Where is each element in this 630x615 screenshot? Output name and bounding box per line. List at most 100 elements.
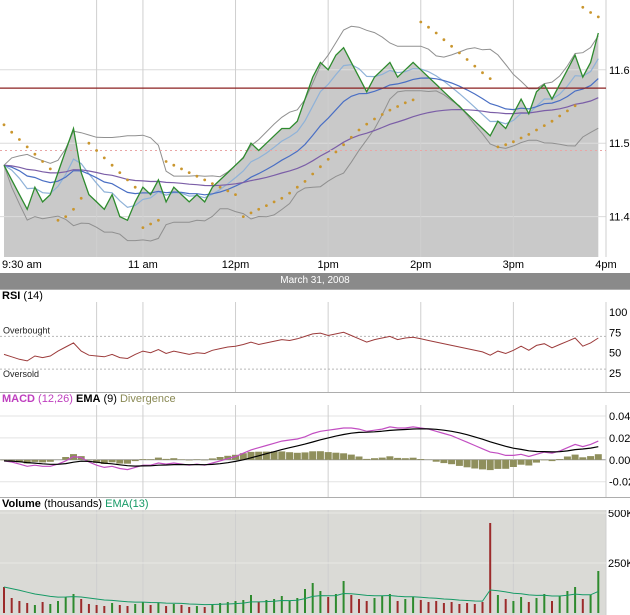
macd-y-tick-label: -0.02 — [609, 477, 630, 489]
macd-divergence-bar — [170, 458, 178, 460]
macd-divergence-bar — [247, 451, 255, 460]
macd-divergence-bar — [448, 459, 456, 465]
macd-divergence-bar — [525, 459, 533, 466]
volume-bar — [126, 606, 129, 613]
parabolic-sar-dot — [512, 140, 515, 144]
parabolic-sar-dot — [157, 218, 160, 222]
volume-bar — [234, 601, 237, 613]
macd-divergence-bar — [594, 454, 602, 460]
macd-divergence-bar — [116, 459, 124, 464]
volume-bar — [273, 599, 276, 613]
parabolic-sar-dot — [187, 171, 191, 175]
macd-divergence-bar — [347, 454, 355, 460]
parabolic-sar-dot — [87, 141, 91, 145]
volume-bar — [489, 523, 492, 613]
volume-bar — [64, 597, 67, 613]
price-y-tick-label: 11.60 — [609, 65, 630, 77]
volume-bar — [589, 595, 592, 613]
volume-bar — [311, 583, 314, 613]
macd-divergence-bar — [409, 457, 417, 460]
volume-bar — [404, 599, 407, 613]
rsi-y-tick-label: 25 — [609, 368, 621, 380]
macd-panel: 0.04 0.02 0.00 -0.02 — [0, 405, 630, 497]
volume-bar — [33, 605, 36, 613]
parabolic-sar-dot — [249, 211, 253, 215]
macd-divergence-bar — [571, 454, 579, 460]
ema-slow-line — [3, 97, 599, 187]
macd-divergence-bar — [124, 459, 131, 464]
volume-bar — [427, 602, 430, 613]
macd-divergence-bar — [162, 458, 170, 460]
macd-divergence-bar — [332, 452, 340, 460]
macd-divergence-bar — [224, 455, 232, 460]
parabolic-sar-dot — [519, 136, 523, 140]
parabolic-sar-dot — [272, 200, 276, 204]
parabolic-sar-dot — [442, 38, 446, 42]
volume-bar — [319, 591, 322, 613]
volume-bar — [157, 603, 160, 613]
volume-bar — [87, 604, 90, 613]
parabolic-sar-dot — [334, 150, 338, 154]
header-label-part: Volume — [2, 498, 41, 510]
macd-divergence-bar — [509, 459, 517, 467]
volume-bar — [512, 601, 515, 613]
parabolic-sar-dot — [550, 119, 554, 123]
parabolic-sar-dot — [218, 185, 222, 189]
parabolic-sar-dot — [288, 191, 291, 195]
macd-divergence-bar — [278, 451, 286, 460]
volume-bar — [481, 602, 484, 613]
volume-bar — [141, 602, 144, 613]
macd-divergence-bar — [563, 456, 571, 460]
price-area-fill — [4, 33, 599, 257]
macd-divergence-bar — [100, 459, 108, 464]
volume-bar — [435, 601, 438, 613]
macd-divergence-bar — [208, 458, 216, 460]
volume-bar — [111, 603, 114, 613]
macd-divergence-bar — [15, 459, 23, 463]
parabolic-sar-dot — [434, 31, 438, 35]
header-label-part: (thousands) — [40, 498, 103, 510]
macd-divergence-bar — [62, 457, 70, 460]
date-banner: March 31, 2008 — [0, 273, 630, 289]
x-axis-label: 12pm — [222, 259, 250, 271]
parabolic-sar-dot — [527, 133, 531, 136]
volume-bar — [203, 607, 206, 613]
parabolic-sar-dot — [303, 180, 307, 183]
macd-divergence-bar — [378, 457, 386, 460]
macd-divergence-bar — [239, 453, 247, 460]
macd-header: MACD (12,26) EMA (9) Divergence — [0, 392, 630, 405]
header-label-part: RSI — [2, 290, 21, 302]
parabolic-sar-dot — [542, 124, 546, 127]
volume-bar — [118, 605, 121, 613]
volume-bar — [365, 601, 368, 613]
volume-bar — [535, 598, 538, 613]
x-axis-label: 3pm — [503, 259, 524, 271]
volume-bar — [72, 594, 75, 613]
volume-bar — [26, 603, 29, 613]
macd-divergence-bar — [486, 459, 494, 471]
macd-divergence-bar — [39, 459, 47, 463]
parabolic-sar-dot — [589, 11, 592, 14]
macd-divergence-bar — [386, 456, 394, 460]
parabolic-sar-dot — [504, 143, 508, 147]
rsi-annotation: Oversold — [3, 369, 39, 379]
parabolic-sar-dot — [280, 196, 284, 200]
volume-bar — [551, 601, 553, 613]
macd-divergence-bar — [301, 452, 309, 460]
parabolic-sar-dot — [380, 113, 384, 116]
volume-bar — [442, 603, 445, 613]
parabolic-sar-dot — [488, 77, 492, 80]
macd-divergence-bar — [463, 459, 471, 468]
parabolic-sar-dot — [481, 71, 484, 75]
parabolic-sar-dot — [450, 44, 453, 48]
macd-divergence-bar — [587, 456, 595, 460]
volume-bar — [466, 603, 469, 613]
parabolic-sar-dot — [411, 98, 415, 102]
parabolic-sar-dot — [48, 167, 52, 171]
macd-divergence-bar — [293, 452, 301, 460]
macd-divergence-bar — [363, 458, 371, 460]
volume-bar — [57, 601, 59, 613]
parabolic-sar-dot — [133, 185, 137, 189]
volume-bar — [419, 600, 422, 613]
parabolic-sar-dot — [18, 138, 21, 141]
